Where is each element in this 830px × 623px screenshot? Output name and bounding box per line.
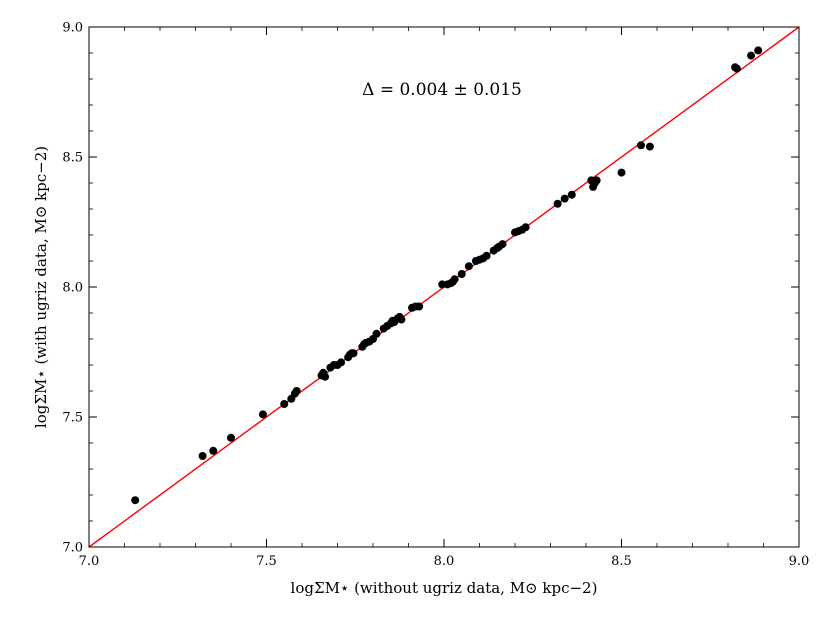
- data-point: [645, 142, 654, 151]
- data-point: [482, 251, 491, 260]
- data-point: [498, 240, 507, 249]
- data-point: [754, 46, 763, 55]
- data-point: [292, 387, 301, 395]
- data-point: [415, 302, 424, 311]
- x-tick-label: 7.0: [79, 554, 100, 569]
- y-tick-label: 7.0: [62, 541, 83, 556]
- annotation-delta: Δ = 0.004 ± 0.015: [362, 80, 522, 100]
- axis-tick-labels: 7.0 7.5 8.0 8.5 9.0 7.0 7.5 8.0 8.5 9.0: [62, 21, 809, 570]
- data-point: [209, 446, 218, 455]
- data-point: [372, 329, 381, 338]
- data-points: [131, 46, 763, 505]
- data-point: [321, 372, 330, 381]
- data-point: [464, 262, 473, 271]
- data-point: [258, 410, 267, 419]
- x-axis-label: logΣM⋆ (without ugriz data, M⊙ kpc−2): [291, 579, 598, 597]
- data-point: [337, 358, 346, 367]
- data-point: [397, 315, 406, 324]
- data-point: [617, 168, 626, 177]
- y-tick-label: 8.5: [62, 151, 83, 166]
- data-point: [227, 433, 235, 442]
- y-tick-label: 8.0: [62, 281, 83, 296]
- y-tick-label: 9.0: [62, 21, 83, 36]
- data-point: [131, 496, 140, 505]
- data-point: [280, 400, 289, 408]
- data-point: [553, 199, 562, 208]
- y-tick-label: 7.5: [62, 411, 83, 426]
- data-point: [732, 64, 741, 73]
- data-point: [450, 275, 459, 284]
- data-point: [637, 141, 646, 150]
- x-tick-label: 8.5: [611, 554, 632, 569]
- data-point: [747, 51, 756, 60]
- data-point: [521, 223, 530, 232]
- data-point: [349, 349, 358, 358]
- x-tick-label: 9.0: [789, 554, 810, 569]
- data-point: [457, 270, 466, 278]
- data-point: [198, 452, 207, 460]
- data-point: [567, 190, 576, 199]
- plot-frame: [88, 26, 800, 548]
- x-tick-label: 7.5: [256, 554, 277, 569]
- data-point: [592, 176, 601, 185]
- data-point: [560, 194, 569, 203]
- x-tick-label: 8.0: [434, 554, 455, 569]
- y-axis-label: logΣM⋆ (with ugriz data, M⊙ kpc−2): [32, 146, 50, 428]
